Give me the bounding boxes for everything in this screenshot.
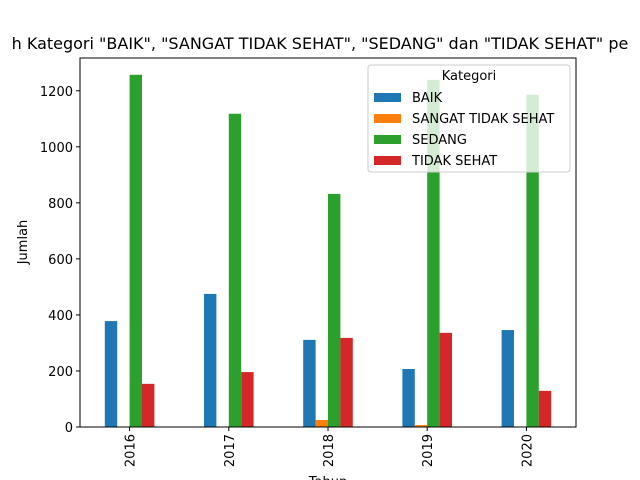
bar <box>402 369 415 427</box>
bar <box>204 293 217 427</box>
y-tick-label: 1000 <box>40 141 73 156</box>
x-tick-label: 2016 <box>124 434 139 467</box>
bar <box>104 321 118 427</box>
x-tick-label: 2019 <box>421 434 436 467</box>
legend-title: Kategori <box>442 69 497 84</box>
legend-box <box>367 64 571 173</box>
bar <box>228 113 242 428</box>
bar <box>414 425 428 427</box>
y-tick-label: 600 <box>48 253 73 268</box>
legend-swatch <box>374 135 401 144</box>
legend-swatch <box>374 93 401 102</box>
bar <box>142 383 155 427</box>
x-tick-label: 2018 <box>322 434 337 467</box>
x-tick-label: 2020 <box>520 434 535 467</box>
bar <box>526 94 539 428</box>
y-tick-label: 0 <box>65 421 73 436</box>
bar <box>303 339 316 427</box>
bar <box>328 193 341 427</box>
bar <box>538 390 552 427</box>
legend-swatch <box>374 114 401 123</box>
y-tick-label: 400 <box>48 309 73 324</box>
legend-swatch <box>374 156 401 165</box>
legend-label: SANGAT TIDAK SEHAT <box>412 112 554 127</box>
chart-title: h Kategori "BAIK", "SANGAT TIDAK SEHAT",… <box>12 34 629 53</box>
legend-label: SEDANG <box>412 133 467 148</box>
x-tick-label: 2017 <box>223 434 238 467</box>
plot-frame <box>79 57 577 428</box>
bar <box>315 419 328 427</box>
bar <box>129 74 142 427</box>
y-tick-label: 800 <box>48 197 73 212</box>
x-axis-label: Tahun <box>308 475 347 480</box>
y-axis-label: Jumlah <box>16 220 31 266</box>
bar <box>241 372 254 427</box>
legend-label: TIDAK SEHAT <box>411 154 497 169</box>
bar <box>501 330 514 427</box>
bar <box>340 337 353 427</box>
y-tick-label: 1200 <box>40 85 73 100</box>
bar <box>439 332 452 427</box>
legend-label: BAIK <box>412 91 443 106</box>
y-tick-label: 200 <box>48 365 73 380</box>
